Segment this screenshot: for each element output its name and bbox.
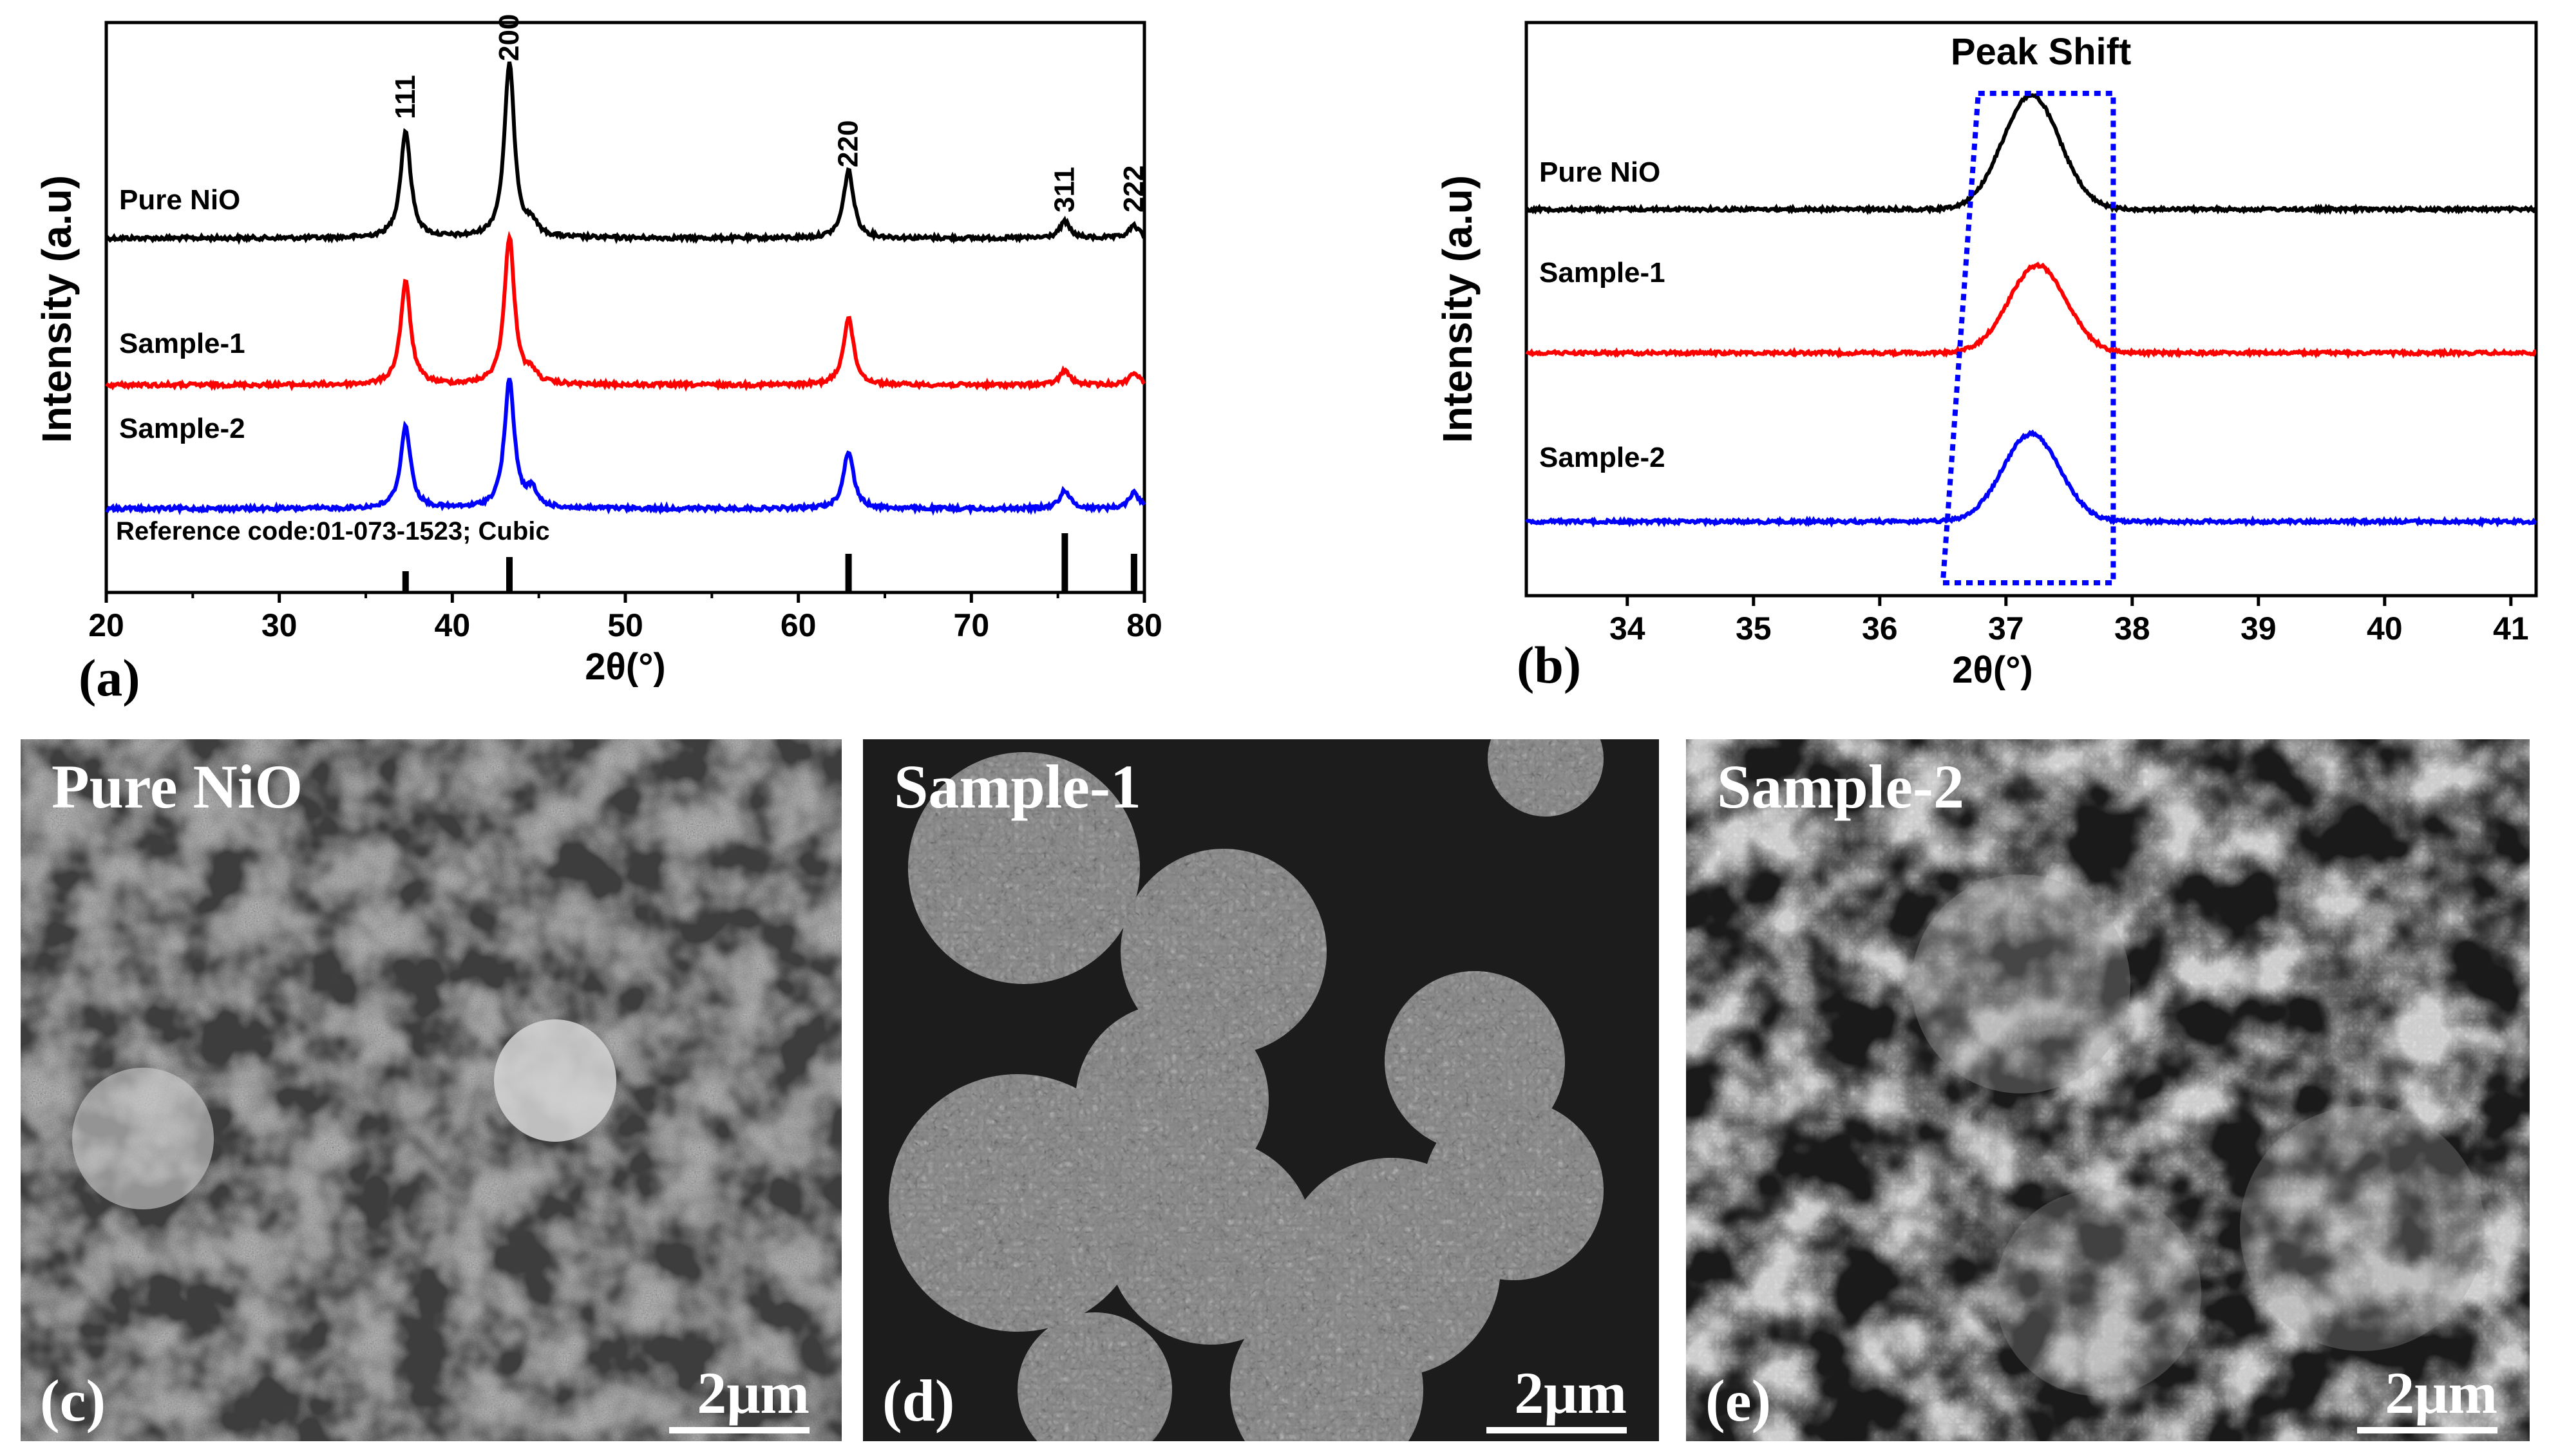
sem-micrograph	[863, 739, 1659, 1441]
x-tick-label: 20	[88, 607, 124, 643]
series-line-0	[104, 61, 1146, 245]
peak-label: 220	[833, 120, 864, 167]
x-tick-label: 39	[2241, 610, 2277, 647]
panel-label: (a)	[79, 648, 140, 707]
panel-label: (e)	[1705, 1368, 1772, 1433]
peak-shift-chart-b: Pure NiO Sample-1 Sample-2 Peak Shift 34 35 36…	[1404, 0, 2549, 721]
x-tick-label: 40	[435, 607, 471, 643]
reference-line	[1130, 554, 1137, 592]
series-line-1	[1525, 261, 2537, 359]
x-tick-label: 80	[1126, 607, 1162, 643]
scale-bar-label: 2μm	[697, 1360, 810, 1426]
reference-label: Reference code:01-073-1523; Cubic	[116, 517, 550, 545]
peak-label: 200	[493, 14, 525, 61]
x-axis-label: 2θ(°)	[1952, 649, 2033, 691]
x-tick-label: 40	[2367, 610, 2403, 647]
series-line-1	[105, 231, 1146, 392]
sem-image-sample-1: Sample-1 (d) 2μm	[863, 739, 1659, 1441]
series-line-2	[1524, 429, 2537, 528]
series-label: Sample-2	[119, 413, 245, 444]
series-label: Pure NiO	[119, 184, 240, 216]
x-tick-label: 60	[781, 607, 817, 643]
x-axis-label: 2θ(°)	[585, 646, 665, 688]
y-axis-label: Intensity (a.u)	[1434, 175, 1481, 443]
reference-line	[1061, 533, 1068, 592]
x-tick-label: 36	[1862, 610, 1898, 647]
sem-micrograph	[1686, 739, 2530, 1441]
x-tick-label: 70	[954, 607, 990, 643]
sem-micrograph	[21, 739, 842, 1441]
peak-label: 311	[1048, 167, 1080, 213]
series-label: Sample-2	[1539, 442, 1665, 473]
panel-label: (b)	[1517, 636, 1581, 694]
reference-line	[402, 571, 409, 592]
peak-label: 222	[1118, 165, 1150, 213]
scale-bar-label: 2μm	[2385, 1360, 2497, 1426]
panel-label: (d)	[882, 1368, 955, 1433]
scale-bar	[669, 1427, 810, 1433]
x-tick-label: 34	[1609, 610, 1645, 647]
series-label: Sample-1	[1539, 257, 1665, 288]
scale-bar-label: 2μm	[1514, 1360, 1627, 1426]
chart-title: Peak Shift	[1951, 31, 2131, 73]
peak-label: 111	[390, 75, 421, 119]
reference-line	[506, 557, 513, 592]
reference-line	[845, 554, 852, 592]
series-label: Pure NiO	[1539, 156, 1660, 188]
x-tick-label: 30	[261, 607, 298, 643]
sem-title: Sample-2	[1717, 752, 1964, 821]
sem-title: Sample-1	[894, 752, 1141, 821]
series-label: Sample-1	[119, 328, 245, 359]
x-tick-label: 37	[1988, 610, 2024, 647]
x-tick-label: 35	[1736, 610, 1772, 647]
plot-frame	[1524, 21, 2538, 598]
x-tick-label: 38	[2114, 610, 2150, 647]
x-tick-label: 41	[2493, 610, 2529, 647]
scale-bar	[2357, 1427, 2497, 1433]
sem-image-sample-2: Sample-2 (e) 2μm	[1686, 739, 2530, 1441]
series-line-2	[105, 377, 1146, 516]
peak-shift-plot-b: Pure NiO Sample-1 Sample-2 Peak Shift 34 35 36…	[1434, 21, 2538, 694]
xrd-chart-a: Pure NiO Sample-1 Sample-2 111 200 220 311 222 R…	[0, 0, 1282, 721]
x-tick-label: 50	[607, 607, 643, 643]
series-line-0	[1525, 93, 2537, 216]
sem-image-pure-nio: Pure NiO (c) 2μm	[21, 739, 842, 1441]
y-axis-label: Intensity (a.u)	[33, 175, 80, 443]
scale-bar	[1486, 1427, 1627, 1433]
sem-title: Pure NiO	[52, 752, 303, 821]
panel-label: (c)	[40, 1368, 106, 1433]
xrd-plot-a: Pure NiO Sample-1 Sample-2 111 200 220 311 222 R…	[33, 14, 1162, 707]
